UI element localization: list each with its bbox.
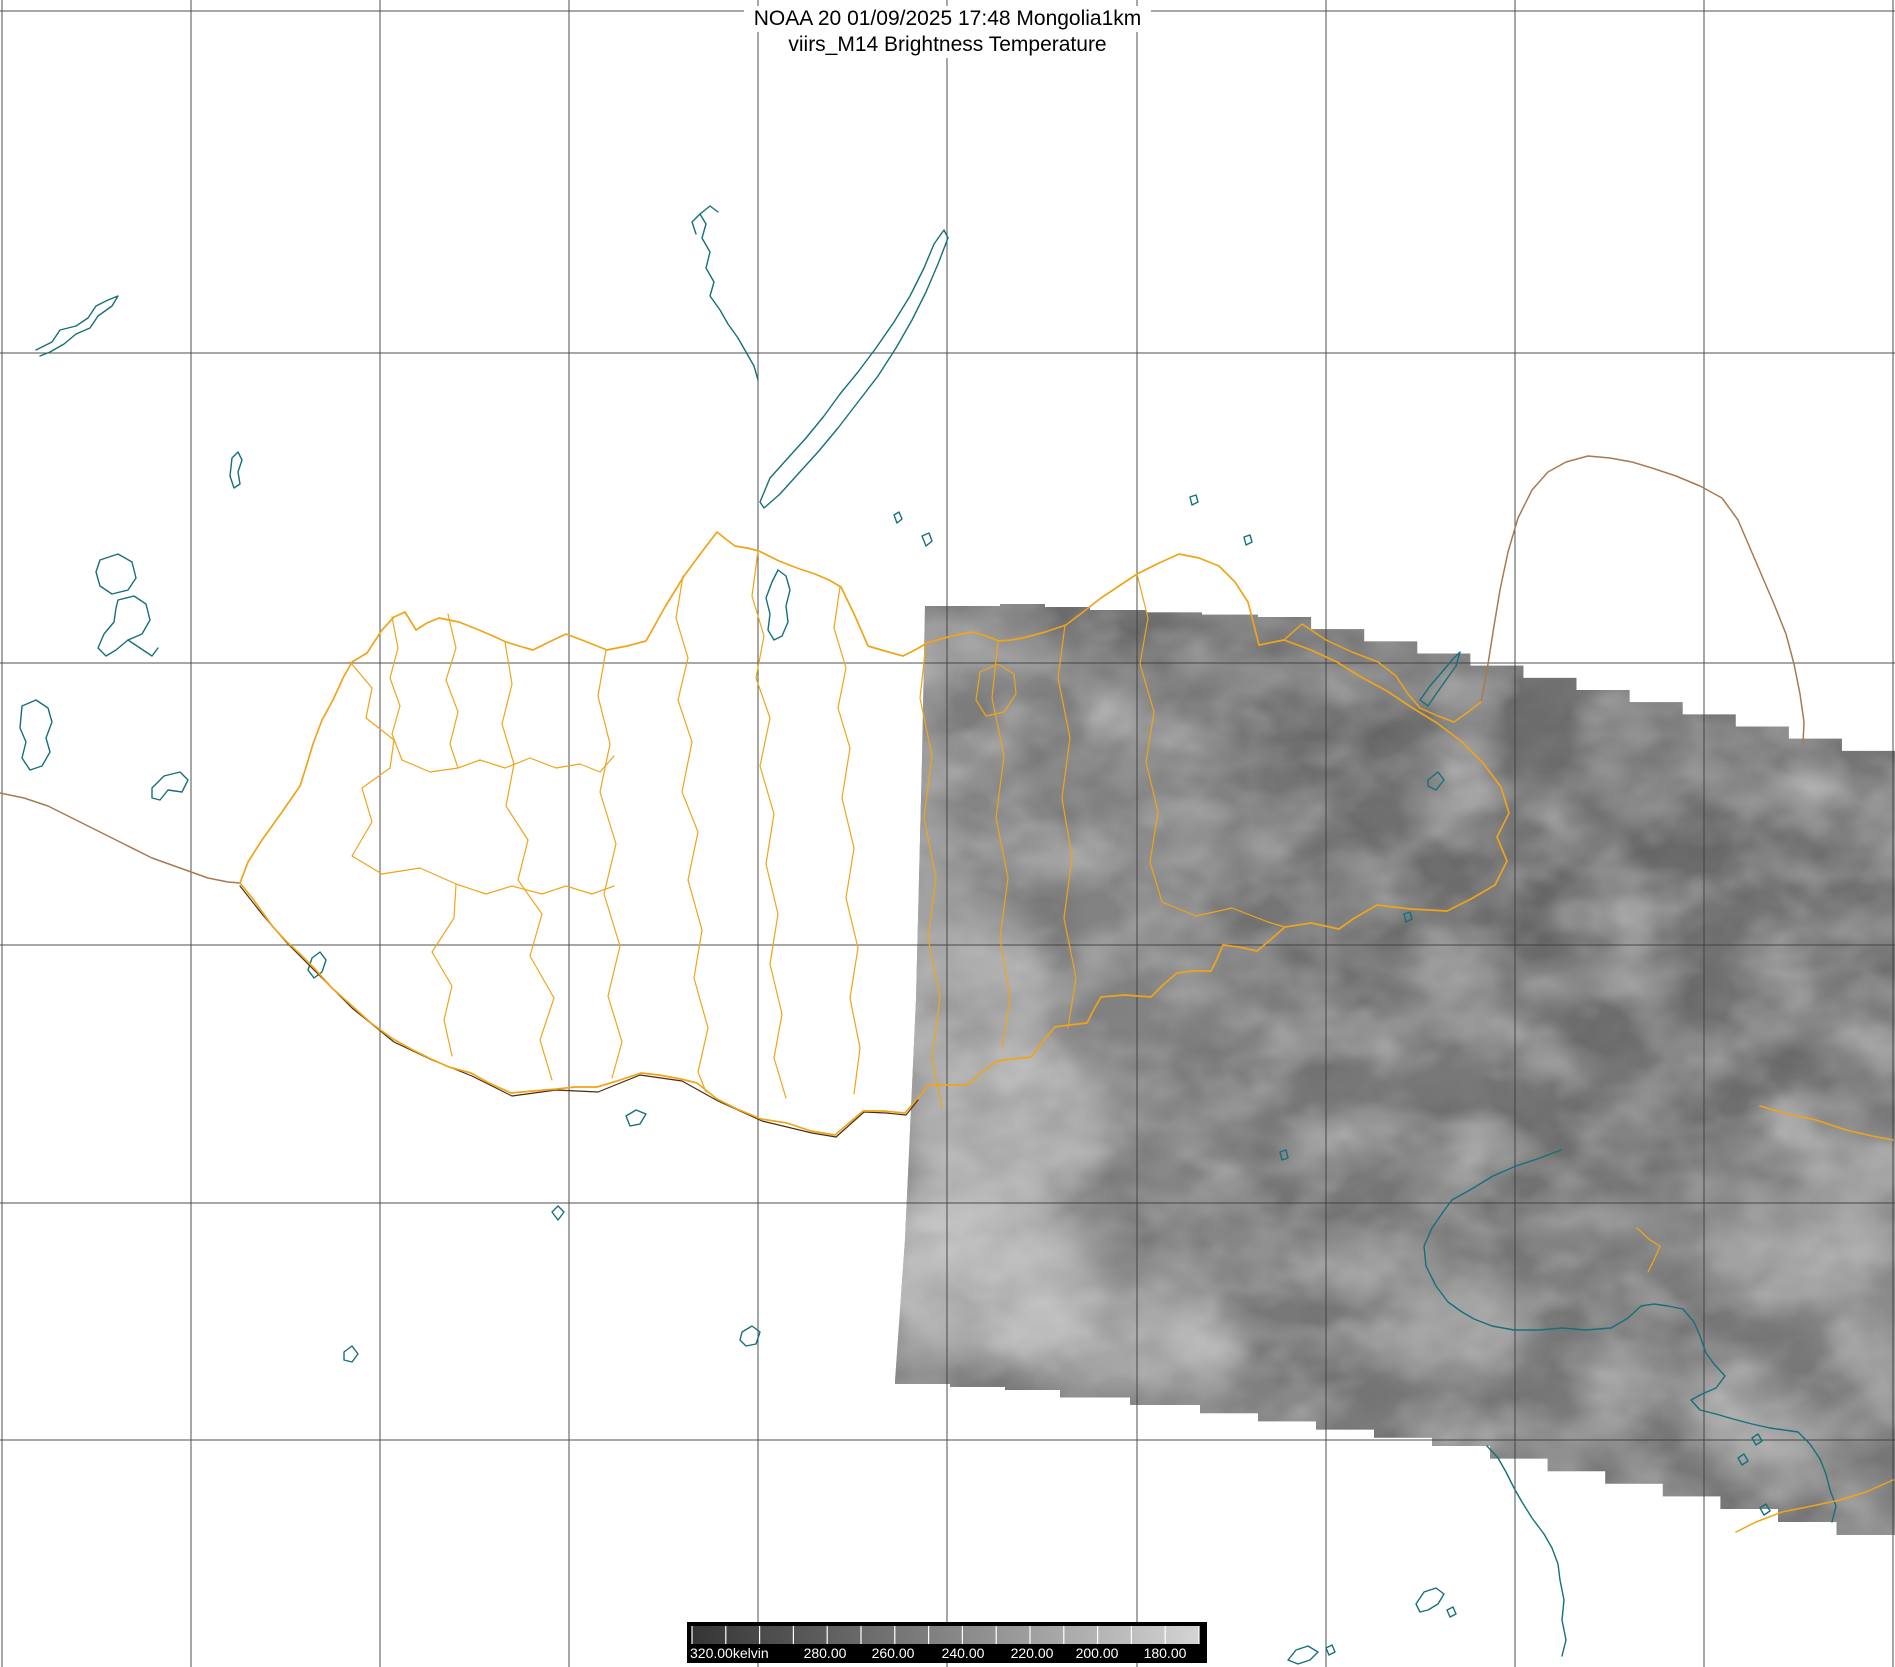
water-outline	[551, 1205, 565, 1221]
colorbar-label: 260.00	[872, 1645, 915, 1661]
water-outline	[1243, 534, 1253, 546]
orange-border	[389, 616, 403, 761]
colorbar-label: 280.00	[804, 1645, 847, 1661]
dark-border	[239, 885, 837, 1138]
colorbar-label: 220.00	[1011, 1645, 1054, 1661]
water-outline	[1419, 651, 1461, 707]
water-outline	[1759, 1503, 1771, 1516]
water-outline	[759, 229, 949, 509]
water-outline	[691, 213, 701, 235]
water-outline	[1189, 494, 1199, 506]
water-outline-layer	[19, 205, 1837, 1665]
colorbar-strip	[692, 1626, 1199, 1644]
orange-border	[675, 575, 709, 1093]
orange-border	[1759, 1105, 1894, 1141]
water-outline	[921, 532, 933, 547]
orange-border	[1057, 624, 1077, 1029]
water-outline	[1287, 1645, 1319, 1665]
colorbar-label: 200.00	[1076, 1645, 1119, 1661]
water-outline	[625, 1109, 647, 1127]
water-outline	[1325, 1644, 1336, 1656]
orange-border	[1636, 1227, 1661, 1273]
water-outline	[699, 205, 719, 215]
water-outline	[739, 1325, 761, 1347]
orange-border	[1735, 1479, 1894, 1533]
water-outline	[35, 295, 119, 357]
water-outline	[97, 595, 151, 657]
colorbar-label: 240.00	[942, 1645, 985, 1661]
water-outline	[1279, 1149, 1289, 1161]
orange-border	[445, 613, 459, 769]
orange-border	[239, 531, 1510, 1136]
water-outline	[127, 639, 159, 657]
orange-border	[919, 642, 943, 1109]
orange-border	[751, 550, 787, 1099]
dark-border	[835, 1099, 919, 1138]
water-outline	[1415, 1587, 1445, 1613]
water-outline	[1737, 1453, 1749, 1466]
water-outline	[1751, 1433, 1763, 1446]
swath-texture	[895, 604, 1895, 1535]
water-outline	[229, 451, 243, 489]
water-outline	[1423, 1149, 1837, 1523]
orange-border	[833, 586, 861, 1095]
dark-border-layer	[239, 885, 919, 1138]
water-outline	[151, 771, 189, 801]
orange-border	[455, 883, 615, 895]
satellite-swath	[895, 604, 1895, 1535]
orange-border	[1283, 623, 1482, 723]
brown-border	[0, 792, 241, 884]
orange-border	[975, 663, 1017, 717]
brown-border-layer	[0, 455, 1805, 884]
orange-border	[501, 641, 555, 1081]
water-outline	[1403, 911, 1413, 923]
water-outline	[95, 553, 137, 595]
water-outline	[1486, 1445, 1567, 1657]
orange-border	[401, 755, 615, 773]
orange-border	[991, 640, 1011, 1049]
orange-border	[597, 649, 623, 1079]
orange-border	[349, 661, 457, 1057]
water-outline	[699, 213, 759, 381]
water-outline	[1446, 1606, 1457, 1618]
water-outline	[893, 511, 903, 524]
colorbar-label: 180.00	[1144, 1645, 1187, 1661]
colorbar: 320.00kelvin 280.00 260.00 240.00 220.00 200.…	[687, 1622, 1207, 1663]
water-outline	[1427, 771, 1445, 791]
colorbar-label: 320.00kelvin	[690, 1645, 769, 1661]
orange-border	[1136, 573, 1286, 928]
brown-border	[1480, 455, 1805, 745]
swath-cloud-noise	[895, 604, 1895, 1535]
water-outline	[343, 1345, 359, 1363]
water-outline	[307, 951, 327, 979]
water-outline	[19, 699, 53, 771]
water-outline	[765, 569, 791, 641]
orange-border-layer	[239, 531, 1894, 1533]
